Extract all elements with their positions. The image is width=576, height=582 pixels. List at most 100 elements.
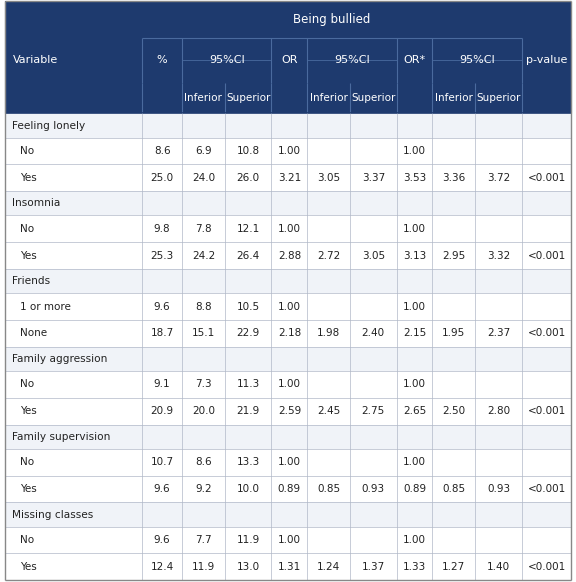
Text: 26.4: 26.4	[237, 251, 260, 261]
Bar	[5, 138, 571, 165]
Text: Family supervision: Family supervision	[12, 432, 111, 442]
Text: 3.53: 3.53	[403, 173, 426, 183]
Text: 8.6: 8.6	[154, 146, 170, 156]
Text: 9.6: 9.6	[154, 484, 170, 494]
Text: 0.89: 0.89	[278, 484, 301, 494]
Text: <0.001: <0.001	[528, 406, 566, 416]
Bar	[5, 269, 571, 293]
Text: 3.36: 3.36	[442, 173, 465, 183]
Text: 3.21: 3.21	[278, 173, 301, 183]
Text: Yes: Yes	[20, 406, 36, 416]
Text: 1.00: 1.00	[278, 224, 301, 234]
Text: 13.3: 13.3	[237, 457, 260, 467]
Bar	[5, 293, 571, 320]
Text: 0.85: 0.85	[442, 484, 465, 494]
Text: 9.2: 9.2	[195, 484, 212, 494]
Text: 24.0: 24.0	[192, 173, 215, 183]
Text: 11.3: 11.3	[237, 379, 260, 389]
Text: 11.9: 11.9	[237, 535, 260, 545]
Text: 1.00: 1.00	[278, 301, 301, 311]
Text: 3.72: 3.72	[487, 173, 510, 183]
Text: p-value: p-value	[526, 55, 567, 66]
Text: 9.6: 9.6	[154, 535, 170, 545]
Text: 2.59: 2.59	[278, 406, 301, 416]
Text: Superior: Superior	[226, 93, 270, 103]
Bar	[5, 425, 571, 449]
Text: 12.1: 12.1	[237, 224, 260, 234]
Text: 2.75: 2.75	[362, 406, 385, 416]
Text: 25.3: 25.3	[150, 251, 174, 261]
Text: 15.1: 15.1	[192, 328, 215, 339]
Text: 10.5: 10.5	[237, 301, 260, 311]
Text: 12.4: 12.4	[150, 562, 174, 572]
Bar	[5, 215, 571, 242]
Text: 7.3: 7.3	[195, 379, 212, 389]
Text: 6.9: 6.9	[195, 146, 212, 156]
Bar	[5, 165, 571, 191]
Bar	[5, 191, 571, 215]
Bar	[5, 553, 571, 580]
Text: <0.001: <0.001	[528, 484, 566, 494]
Text: No: No	[20, 535, 34, 545]
Text: %: %	[157, 55, 168, 66]
Text: 7.7: 7.7	[195, 535, 212, 545]
Text: 26.0: 26.0	[237, 173, 260, 183]
Text: 1.24: 1.24	[317, 562, 340, 572]
Text: 1.98: 1.98	[317, 328, 340, 339]
Text: 1.00: 1.00	[403, 146, 426, 156]
Text: 95%CI: 95%CI	[209, 55, 245, 66]
Bar	[5, 449, 571, 475]
Text: 2.18: 2.18	[278, 328, 301, 339]
Text: 24.2: 24.2	[192, 251, 215, 261]
Text: Yes: Yes	[20, 484, 36, 494]
Text: 8.8: 8.8	[195, 301, 212, 311]
Text: 1.37: 1.37	[362, 562, 385, 572]
Text: 1.00: 1.00	[403, 457, 426, 467]
Text: 2.50: 2.50	[442, 406, 465, 416]
Text: 2.65: 2.65	[403, 406, 426, 416]
Text: 2.45: 2.45	[317, 406, 340, 416]
Text: 3.05: 3.05	[362, 251, 385, 261]
Text: 7.8: 7.8	[195, 224, 212, 234]
Text: 2.95: 2.95	[442, 251, 465, 261]
Bar	[5, 320, 571, 347]
Text: 1.40: 1.40	[487, 562, 510, 572]
Text: 1.00: 1.00	[403, 301, 426, 311]
Text: 1.00: 1.00	[403, 379, 426, 389]
Text: <0.001: <0.001	[528, 328, 566, 339]
Bar	[5, 347, 571, 371]
Text: 1.27: 1.27	[442, 562, 465, 572]
Bar	[5, 502, 571, 527]
Text: Superior: Superior	[476, 93, 521, 103]
Text: <0.001: <0.001	[528, 251, 566, 261]
Text: Yes: Yes	[20, 251, 36, 261]
Text: 2.80: 2.80	[487, 406, 510, 416]
Text: No: No	[20, 146, 34, 156]
Text: 2.88: 2.88	[278, 251, 301, 261]
Text: 0.89: 0.89	[403, 484, 426, 494]
Text: 3.32: 3.32	[487, 251, 510, 261]
Text: 9.1: 9.1	[154, 379, 170, 389]
Text: 20.9: 20.9	[150, 406, 174, 416]
Text: 3.37: 3.37	[362, 173, 385, 183]
Text: 95%CI: 95%CI	[334, 55, 370, 66]
Text: 8.6: 8.6	[195, 457, 212, 467]
Text: None: None	[20, 328, 47, 339]
Text: 1.00: 1.00	[278, 379, 301, 389]
Text: Superior: Superior	[351, 93, 396, 103]
Text: 1.00: 1.00	[278, 146, 301, 156]
Text: Being bullied: Being bullied	[293, 13, 371, 26]
Text: 2.72: 2.72	[317, 251, 340, 261]
Bar	[5, 527, 571, 553]
Text: Missing classes: Missing classes	[12, 510, 93, 520]
Text: 2.40: 2.40	[362, 328, 385, 339]
Text: 0.93: 0.93	[362, 484, 385, 494]
Text: 13.0: 13.0	[237, 562, 260, 572]
Text: 22.9: 22.9	[237, 328, 260, 339]
Text: Family aggression: Family aggression	[12, 354, 108, 364]
Text: Inferior: Inferior	[435, 93, 473, 103]
Text: <0.001: <0.001	[528, 562, 566, 572]
Text: 10.8: 10.8	[237, 146, 260, 156]
Text: 9.6: 9.6	[154, 301, 170, 311]
Text: 18.7: 18.7	[150, 328, 174, 339]
